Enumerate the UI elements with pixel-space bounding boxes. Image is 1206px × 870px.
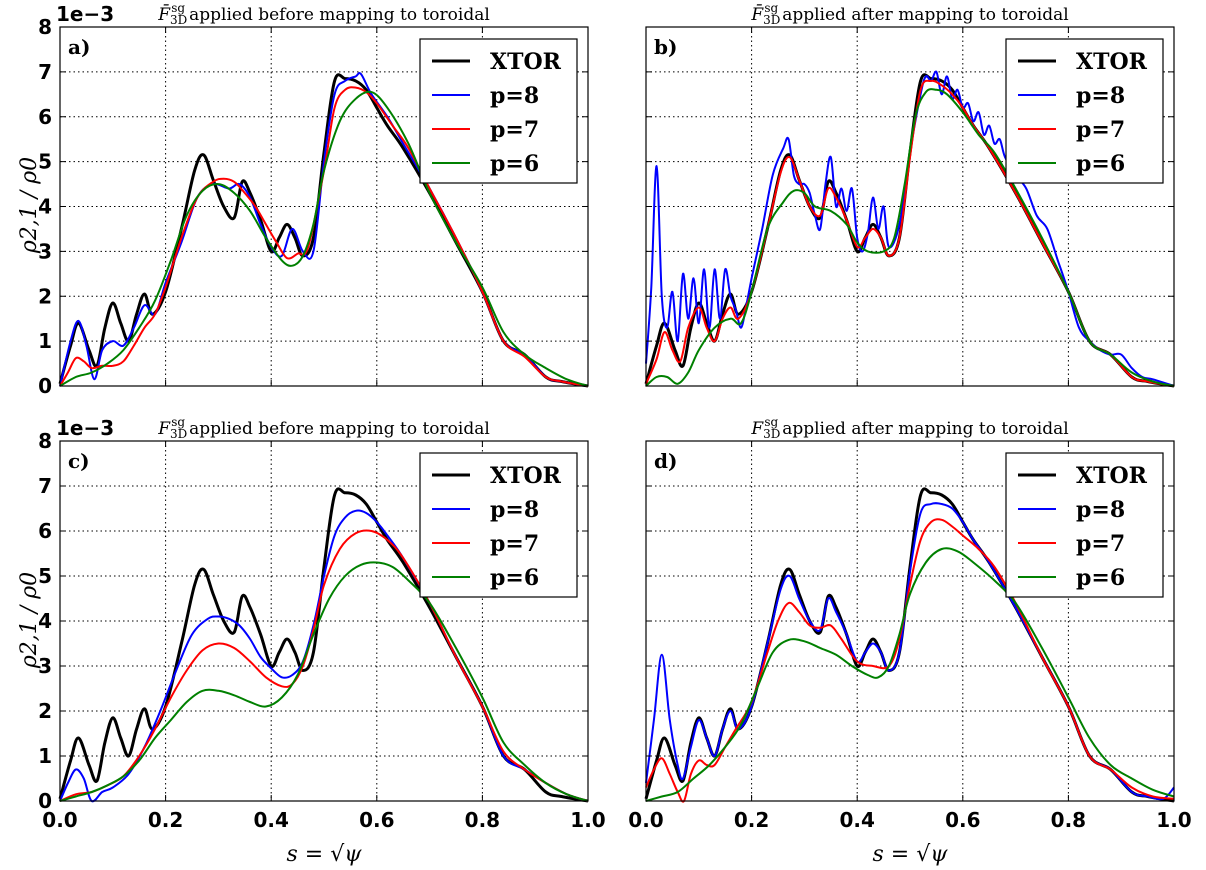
y-tick-label: 5 bbox=[38, 564, 52, 588]
x-tick-label: 0.0 bbox=[42, 808, 77, 832]
y-tick-label: 3 bbox=[38, 654, 52, 678]
x-tick-label: 0.4 bbox=[253, 808, 288, 832]
legend-label: p=8 bbox=[1076, 497, 1125, 523]
series-line-p6 bbox=[645, 547, 1175, 802]
legend-label: p=7 bbox=[490, 117, 539, 143]
y-tick-label: 4 bbox=[38, 195, 52, 219]
panel-label: d) bbox=[654, 449, 677, 473]
y-tick-label: 2 bbox=[38, 284, 52, 308]
panel-label: b) bbox=[654, 35, 677, 59]
y-tick-label: 4 bbox=[38, 609, 52, 633]
legend: XTOR p=8 p=7 p=6 bbox=[419, 452, 578, 598]
x-tick-label: 0.4 bbox=[839, 808, 874, 832]
legend-box bbox=[419, 38, 578, 184]
y-axis-label: ρ2,1 / ρ0 bbox=[17, 157, 42, 254]
series-line-p7 bbox=[645, 518, 1175, 803]
legend-label: p=7 bbox=[490, 531, 539, 557]
panel-1: 0 1 2 3 4 5 6 7 81e−3 F̄3Dsg applied before mappin… bbox=[38, 1, 589, 398]
legend-box bbox=[1005, 38, 1164, 184]
x-tick-label: 0.2 bbox=[734, 808, 769, 832]
legend: XTOR p=8 p=7 p=6 bbox=[419, 38, 578, 184]
panel-label: a) bbox=[68, 35, 90, 59]
x-tick-label: 0.8 bbox=[465, 808, 500, 832]
y-tick-label: 3 bbox=[38, 239, 52, 263]
legend-label: p=7 bbox=[1076, 531, 1125, 557]
series-line-p6 bbox=[59, 561, 589, 802]
panel-label: c) bbox=[68, 449, 90, 473]
panel-title: F3Dsg applied before mapping to toroidal bbox=[157, 415, 490, 441]
legend-box bbox=[419, 452, 578, 598]
legend-label: p=8 bbox=[490, 83, 539, 109]
y-tick-label: 8 bbox=[38, 15, 52, 39]
legend-label: p=6 bbox=[1076, 151, 1125, 177]
legend-label: p=6 bbox=[1076, 565, 1125, 591]
legend-label: XTOR bbox=[1076, 49, 1148, 75]
y-tick-label: 7 bbox=[38, 60, 52, 84]
legend-label: XTOR bbox=[1076, 463, 1148, 489]
y-axis-label: ρ2,1 / ρ0 bbox=[17, 572, 42, 669]
y-tick-label: 1 bbox=[38, 744, 52, 768]
series-line-XTOR bbox=[58, 487, 589, 803]
series-line-p6 bbox=[59, 90, 589, 387]
y-tick-label: 6 bbox=[38, 105, 52, 129]
y-tick-label: 5 bbox=[38, 150, 52, 174]
x-tick-label: 0.6 bbox=[945, 808, 980, 832]
x-axis-label: s = √ψ bbox=[873, 842, 949, 867]
legend-label: p=7 bbox=[1076, 117, 1125, 143]
y-tick-label: 2 bbox=[38, 699, 52, 723]
series-line-p8 bbox=[645, 70, 1175, 387]
legend: XTOR p=8 p=7 p=6 bbox=[1005, 38, 1164, 184]
legend-label: p=6 bbox=[490, 565, 539, 591]
offset-label: 1e−3 bbox=[56, 416, 114, 440]
panel-title: F̄3Dsg applied before mapping to toroidal bbox=[157, 1, 490, 27]
panel-3: 0.0 0.2 0.4 0.6 0.8 1.0 0 1 2 3 4 5 6 7 81e−3 F3Dsg appl… bbox=[38, 415, 606, 832]
series-line-p7 bbox=[59, 86, 589, 387]
y-tick-label: 0 bbox=[38, 374, 52, 398]
legend-label: p=8 bbox=[1076, 83, 1125, 109]
series-line-p6 bbox=[645, 88, 1175, 387]
x-tick-label: 1.0 bbox=[570, 808, 605, 832]
x-tick-label: 0.0 bbox=[628, 808, 663, 832]
series-line-p8 bbox=[645, 502, 1175, 801]
legend-box bbox=[1005, 452, 1164, 598]
series-line-p7 bbox=[645, 79, 1175, 387]
legend: XTOR p=8 p=7 p=6 bbox=[1005, 452, 1164, 598]
legend-label: p=8 bbox=[490, 497, 539, 523]
y-tick-label: 0 bbox=[38, 789, 52, 813]
x-tick-label: 0.8 bbox=[1051, 808, 1086, 832]
panel-2: F̄3Dsg applied after mapping to toroidal b… bbox=[644, 1, 1175, 388]
y-tick-label: 8 bbox=[38, 429, 52, 453]
legend-label: p=6 bbox=[490, 151, 539, 177]
panel-title: F̄3Dsg applied after mapping to toroidal bbox=[750, 1, 1068, 27]
x-axis-label: s = √ψ bbox=[287, 842, 363, 867]
y-tick-label: 6 bbox=[38, 519, 52, 543]
panel-title: F3Dsg applied after mapping to toroidal bbox=[750, 415, 1068, 441]
legend-label: XTOR bbox=[490, 463, 562, 489]
x-tick-label: 0.6 bbox=[359, 808, 394, 832]
x-tick-label: 1.0 bbox=[1156, 808, 1191, 832]
x-tick-label: 0.2 bbox=[148, 808, 183, 832]
offset-label: 1e−3 bbox=[56, 2, 114, 26]
legend-label: XTOR bbox=[490, 49, 562, 75]
y-tick-label: 1 bbox=[38, 329, 52, 353]
panel-4: 0.0 0.2 0.4 0.6 0.8 1.0 F3Dsg applied after map… bbox=[628, 415, 1191, 832]
y-tick-label: 7 bbox=[38, 474, 52, 498]
